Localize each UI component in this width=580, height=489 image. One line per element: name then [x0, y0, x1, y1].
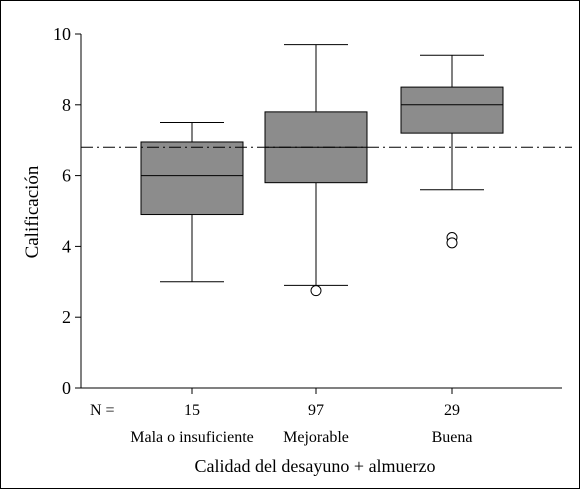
- y-tick-label-6: 6: [62, 166, 71, 186]
- outlier-point-2-1: [310, 285, 322, 297]
- outlier-point-3-2: [446, 237, 458, 249]
- box-3: [400, 86, 504, 134]
- n-count-1: 15: [184, 402, 200, 419]
- plot-area: 0 2 4 6 8 10 15 97 29 Mala o insuficiente Mejorabl…: [53, 24, 572, 446]
- n-count-2: 97: [308, 402, 324, 419]
- n-count-3: 29: [444, 402, 460, 419]
- y-tick-label-4: 4: [62, 236, 71, 256]
- y-tick-label-2: 2: [62, 307, 71, 327]
- category-label-1: Mala o insuficiente: [130, 429, 254, 446]
- y-tick-label-8: 8: [62, 95, 71, 115]
- box-1: [140, 141, 244, 216]
- y-axis-label: Calificación: [22, 165, 43, 258]
- category-label-2: Mejorable: [283, 429, 349, 446]
- category-label-3: Buena: [432, 429, 473, 446]
- y-tick-label-0: 0: [62, 378, 71, 398]
- x-axis-label: Calidad del desayuno + almuerzo: [194, 456, 435, 476]
- n-prefix-label: N =: [90, 402, 115, 419]
- y-tick-label-10: 10: [53, 24, 71, 44]
